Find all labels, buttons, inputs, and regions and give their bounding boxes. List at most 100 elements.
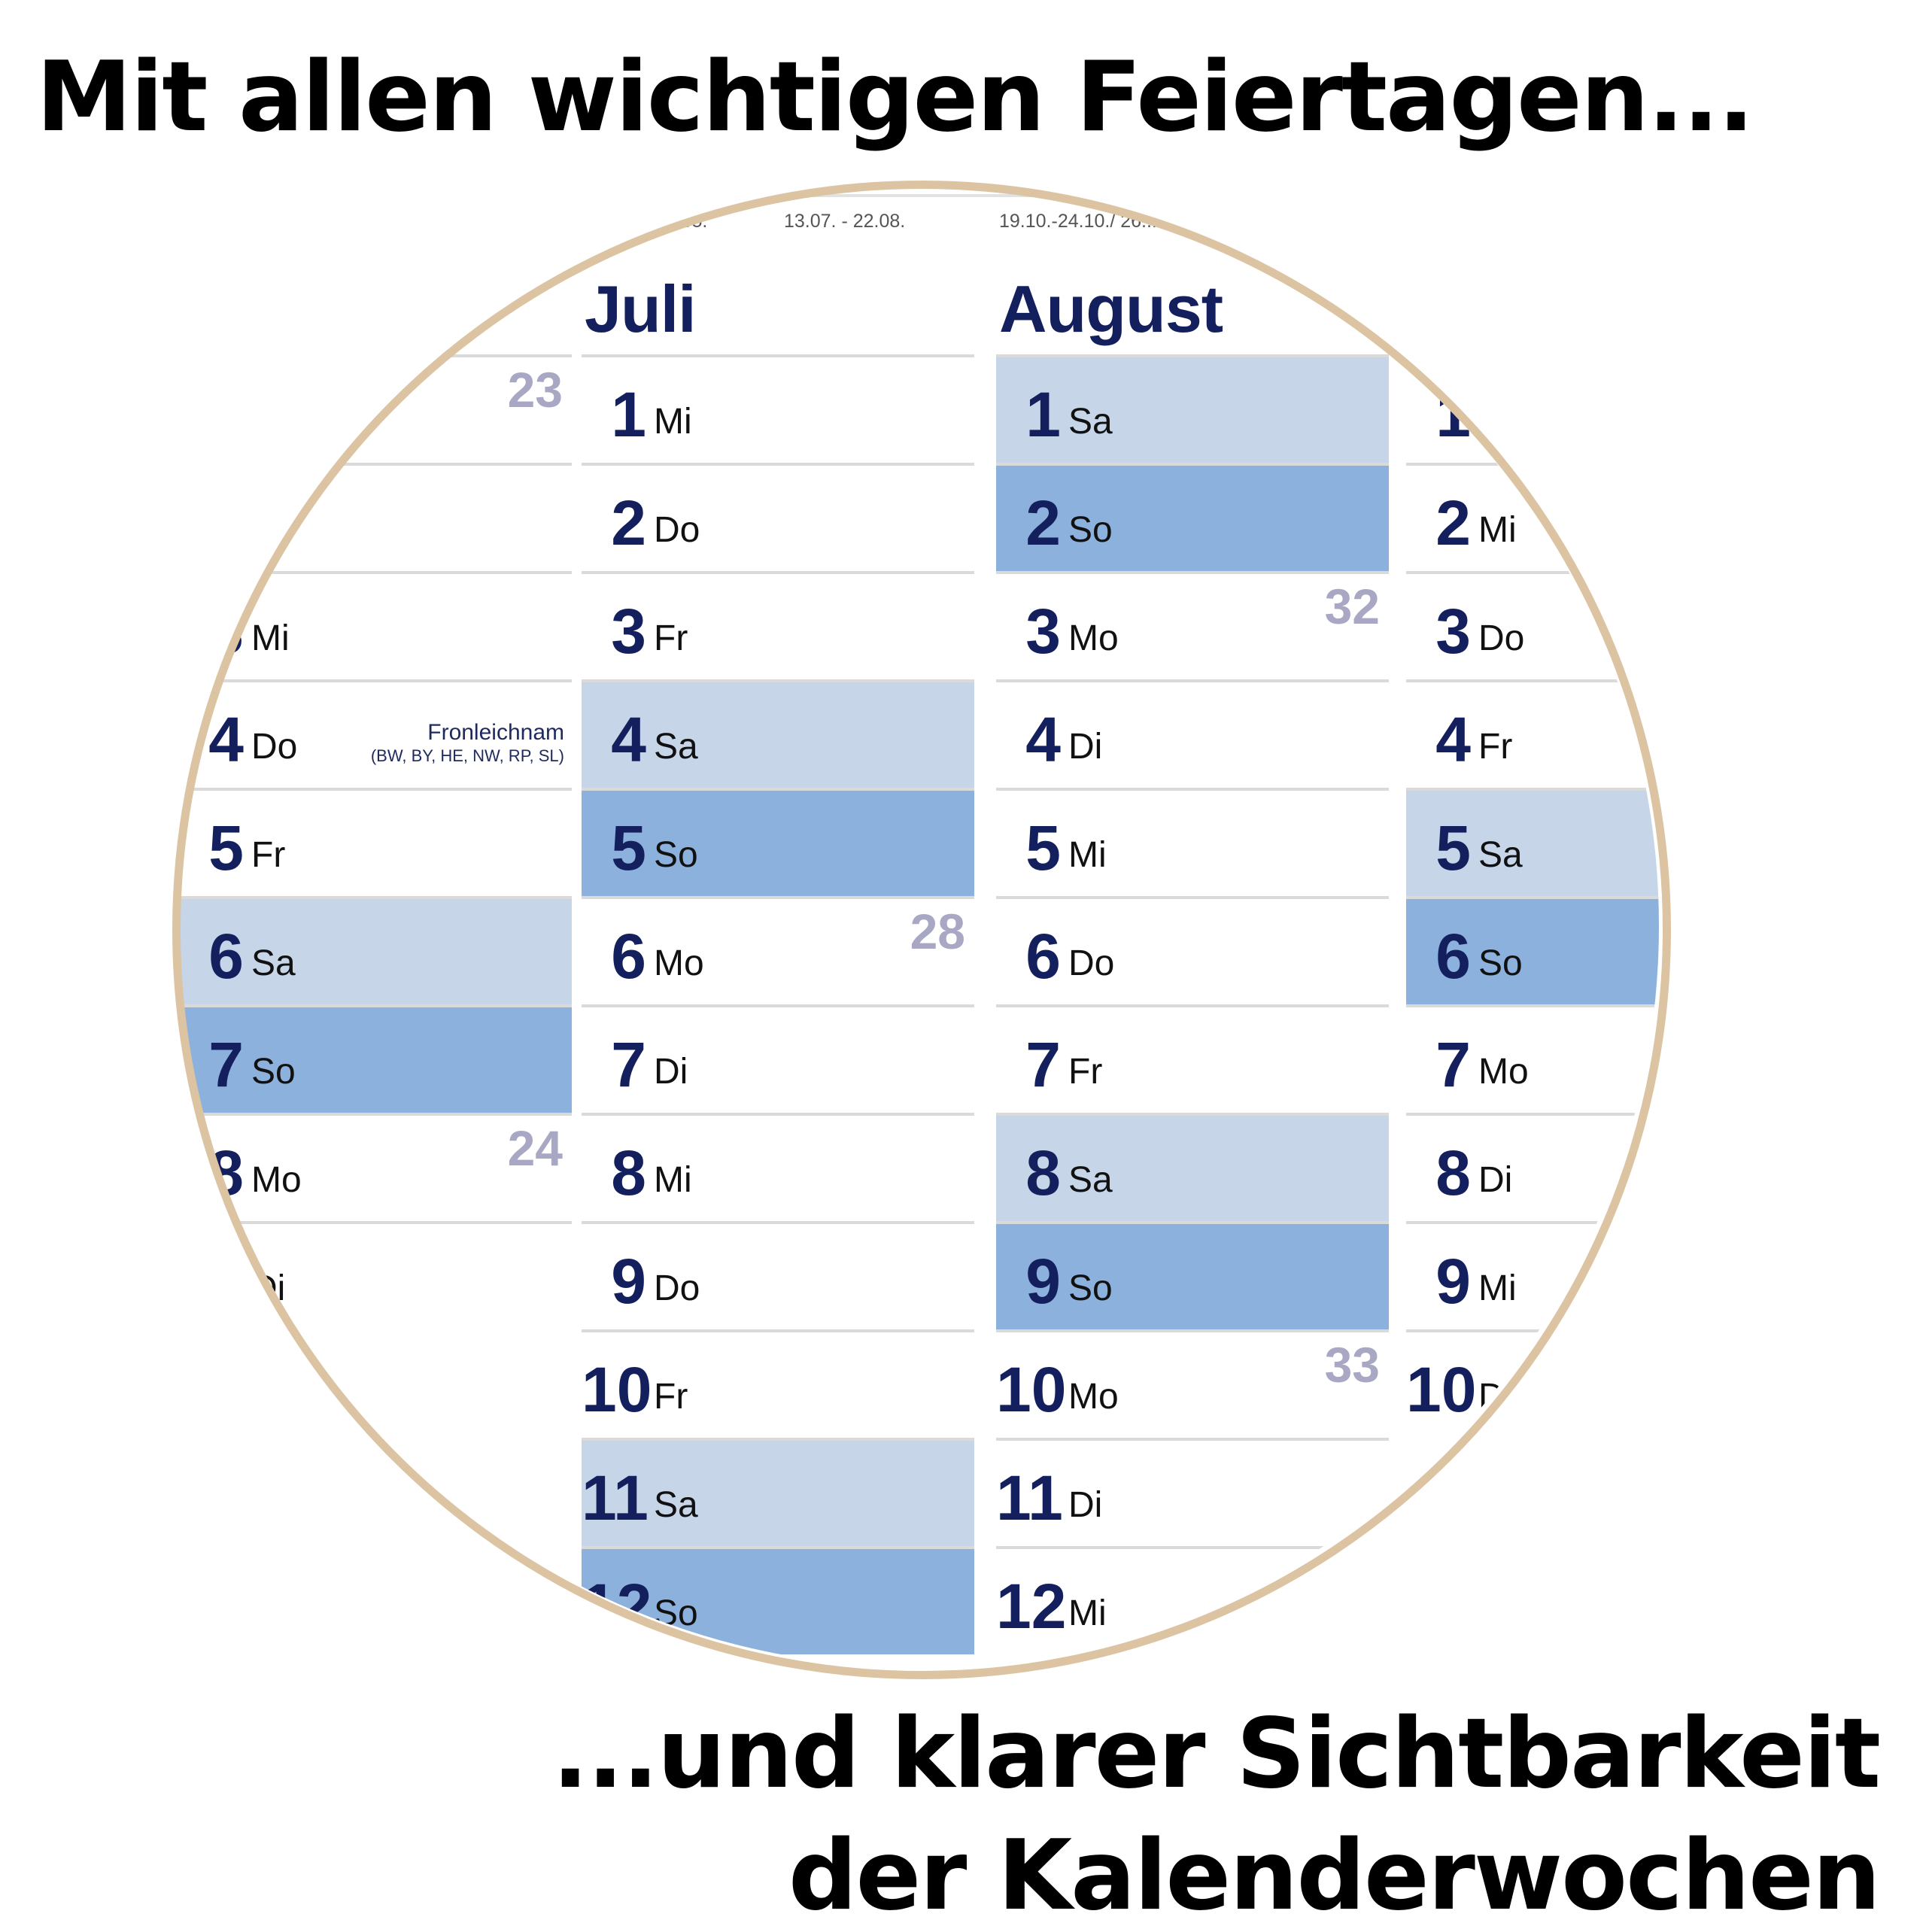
day-number: 3 [611, 596, 646, 667]
weekday-name: Sa [1068, 402, 1113, 442]
weekday-name: Mo [1068, 1377, 1119, 1417]
weekday-name: Mo [251, 1160, 302, 1200]
day-number: 5 [611, 813, 646, 883]
day-row: 11 Di [996, 1438, 1389, 1546]
day-row: 3 Mo 32 [996, 571, 1389, 679]
week-number: 24 [507, 1120, 563, 1176]
day-number: 12 [996, 1571, 1067, 1642]
month-title: Juli [585, 272, 697, 346]
day-number: 11 [996, 1463, 1063, 1533]
weekday-name: Di [654, 1052, 688, 1092]
day-number: 3 [1435, 596, 1471, 667]
day-row: 6 Mo 28 [582, 896, 974, 1004]
weekday-name: Mi [654, 402, 692, 442]
day-row: 4 Fr [1406, 679, 1659, 788]
day-number: 8 [1435, 1138, 1471, 1208]
day-number: 7 [208, 1029, 244, 1100]
weekday-name: So [251, 1052, 296, 1092]
day-number: 2 [1435, 488, 1471, 558]
day-number: 6 [1025, 921, 1061, 992]
day-number: 10 [996, 1354, 1067, 1425]
weekday-name: Sa [654, 727, 698, 767]
weekday-name: Do [251, 727, 298, 767]
weekday-name: Do [1068, 943, 1115, 983]
day-number: 9 [611, 1246, 646, 1317]
day-number: 7 [611, 1029, 646, 1100]
weekday-name: Fr [1068, 1052, 1103, 1092]
day-number: 5 [208, 813, 244, 883]
day-row: 9 Di [179, 1221, 572, 1329]
day-number: 8 [208, 1138, 244, 1208]
day-row: 5 So [582, 788, 974, 896]
weekday-name: Mi [654, 1160, 692, 1200]
day-row: 4 Sa [582, 679, 974, 788]
day-row: 8 Mo 24 [179, 1113, 572, 1221]
weekday-name: Mi [1068, 1593, 1107, 1633]
day-number: 8 [611, 1138, 646, 1208]
weekday-name: Mo [1068, 618, 1119, 658]
day-number: 4 [208, 704, 244, 775]
day-row: 1 [1406, 354, 1659, 463]
weekday-name: Mo [654, 943, 704, 983]
divider [451, 194, 1505, 197]
day-number: 9 [1025, 1246, 1061, 1317]
day-number: 6 [611, 921, 646, 992]
weekday-name: Mi [1478, 1268, 1517, 1308]
day-number: 2 [611, 488, 646, 558]
day-row: 6 Do [996, 896, 1389, 1004]
holiday-regions: (BW, BY, HE, NW, RP, SL) [370, 746, 564, 765]
month-column: 23 3 Mi 4 Do Fronleichnam (BW, BY, HE, NW, RP,… [179, 354, 572, 1329]
day-row: 9 Mi [1406, 1221, 1659, 1329]
day-number: 2 [1025, 488, 1061, 558]
headline-top: Mit allen wichtigen Feiertagen... [36, 41, 1754, 153]
day-row: 3 Do [1406, 571, 1659, 679]
day-row: 5 Sa [1406, 788, 1659, 896]
weekday-name: So [1068, 510, 1113, 550]
day-row: 2 So [996, 463, 1389, 571]
day-number: 1 [611, 379, 646, 450]
day-row [179, 463, 572, 571]
day-number: 6 [208, 921, 244, 992]
day-row: 4 Do Fronleichnam (BW, BY, HE, NW, RP, SL) [179, 679, 572, 788]
weekday-name: Di [1478, 1160, 1513, 1200]
day-number: 7 [1025, 1029, 1061, 1100]
day-row: 2 Mi [1406, 463, 1659, 571]
month-column: 1 2 Mi 3 Do 4 Fr 5 Sa 6 So 7 Mo 8 Di 9 Mi 10 D [1406, 354, 1659, 1438]
weekday-name: So [1478, 943, 1523, 983]
day-number: 10 [1406, 1354, 1477, 1425]
day-number: 12 [582, 1571, 652, 1642]
day-number: 6 [1435, 921, 1471, 992]
weekday-name: Sa [251, 943, 296, 983]
weekday-name: Di [251, 1268, 286, 1308]
day-row: 3 Fr [582, 571, 974, 679]
weekday-name: Mo [1478, 1052, 1529, 1092]
headline-bottom-line2: der Kalenderwochen [788, 1820, 1881, 1932]
day-row: 8 Sa [996, 1113, 1389, 1221]
day-number: 9 [208, 1246, 244, 1317]
day-number: 5 [1435, 813, 1471, 883]
day-number: 1 [1435, 379, 1471, 450]
month-title: August [999, 272, 1223, 346]
week-number: 33 [1324, 1337, 1380, 1393]
weekday-name: Mi [251, 618, 290, 658]
weekday-name: So [654, 1593, 698, 1633]
day-row: 9 Do [582, 1221, 974, 1329]
day-row: 2 Do [582, 463, 974, 571]
day-row: 10 D [1406, 1329, 1659, 1438]
weekday-name: Do [654, 1268, 700, 1308]
weekday-name: Do [654, 510, 700, 550]
weekday-name: Di [1068, 1485, 1103, 1525]
week-number: 23 [507, 362, 563, 418]
weekday-name: So [654, 835, 698, 875]
day-row: 12 Mi [996, 1546, 1389, 1654]
week-number: 32 [1324, 579, 1380, 634]
day-row: 6 Sa [179, 896, 572, 1004]
day-number: 8 [1025, 1138, 1061, 1208]
day-number: 3 [208, 596, 244, 667]
day-row: 10 Fr [582, 1329, 974, 1438]
weekday-name: Sa [654, 1485, 698, 1525]
day-number: 5 [1025, 813, 1061, 883]
day-row: 11 Sa [582, 1438, 974, 1546]
day-row: 6 So [1406, 896, 1659, 1004]
holiday-name: Fronleichnam [427, 720, 564, 745]
